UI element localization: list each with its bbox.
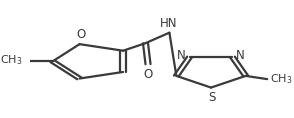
- Text: N: N: [236, 49, 245, 62]
- Text: HN: HN: [159, 17, 177, 30]
- Text: CH$_3$: CH$_3$: [0, 53, 22, 67]
- Text: O: O: [76, 28, 86, 41]
- Text: O: O: [143, 68, 153, 81]
- Text: S: S: [208, 91, 216, 104]
- Text: N: N: [177, 49, 186, 62]
- Text: CH$_3$: CH$_3$: [270, 72, 292, 86]
